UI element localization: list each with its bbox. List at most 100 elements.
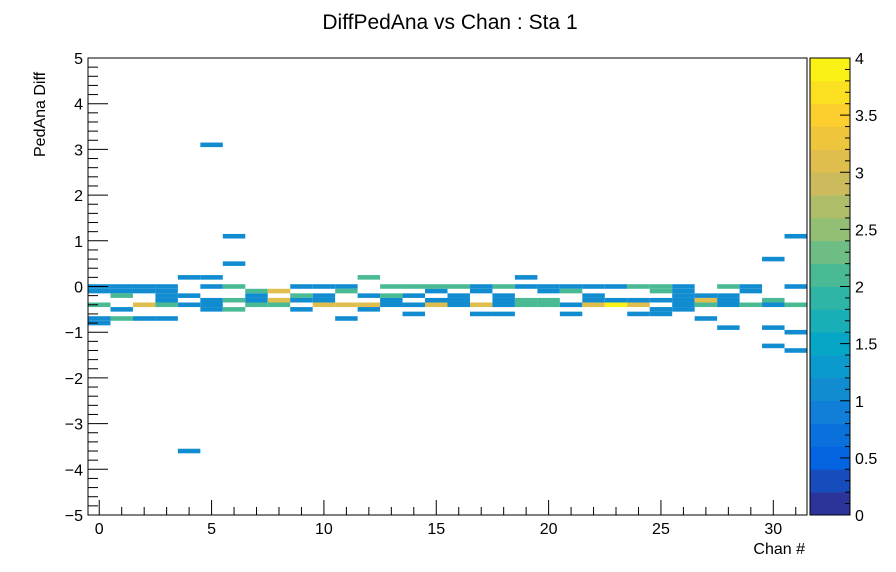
x-tick-label: 20 xyxy=(540,521,558,538)
y-tick-label: 3 xyxy=(74,142,83,159)
heatmap-cell xyxy=(357,293,381,298)
color-scale-band xyxy=(810,309,850,333)
heatmap-cell xyxy=(222,307,246,312)
heatmap-cell xyxy=(267,297,291,303)
color-scale-label: 2.5 xyxy=(855,222,877,239)
color-scale-label: 1 xyxy=(855,394,864,411)
heatmap-cell xyxy=(222,284,246,289)
heatmap-cell xyxy=(559,302,583,308)
heatmap-cell xyxy=(88,288,111,294)
heatmap-cell xyxy=(132,302,156,308)
heatmap-cell xyxy=(312,284,336,289)
color-scale-band xyxy=(810,58,850,82)
heatmap-cell xyxy=(627,297,650,303)
heatmap-cell xyxy=(132,284,156,289)
heatmap-cell xyxy=(559,311,583,317)
heatmap-cell xyxy=(155,284,178,289)
heatmap-cell xyxy=(425,284,448,289)
heatmap-cell xyxy=(357,302,381,308)
color-scale-band xyxy=(810,332,850,356)
heatmap-cell xyxy=(492,297,515,303)
color-scale-label: 4 xyxy=(855,51,864,68)
heatmap-cell xyxy=(222,297,246,303)
heatmap-cell xyxy=(492,284,515,289)
heatmap-cell xyxy=(492,293,515,298)
y-tick-label: −1 xyxy=(65,325,83,342)
heatmap-cell xyxy=(672,307,695,312)
heatmap-cell xyxy=(537,302,560,308)
heatmap-cell xyxy=(88,320,111,326)
color-scale-band xyxy=(810,469,850,493)
heatmap-cell xyxy=(312,302,336,308)
color-scale-band xyxy=(810,172,850,196)
heatmap-cell xyxy=(110,293,133,298)
color-scale-band xyxy=(810,80,850,104)
y-axis-label: PedAna Diff xyxy=(32,71,49,157)
heatmap-cell xyxy=(604,297,628,303)
heatmap-cell xyxy=(469,288,493,294)
heatmap-cell xyxy=(402,284,426,289)
heatmap-cell xyxy=(582,297,605,303)
heatmap-cell xyxy=(514,297,538,303)
heatmap-cell xyxy=(784,302,807,308)
heatmap-cell xyxy=(110,288,133,294)
heatmap-cell xyxy=(312,297,336,303)
heatmap-cell xyxy=(514,284,538,289)
chart-title: DiffPedAna vs Chan : Sta 1 xyxy=(322,11,577,34)
heatmap-cell xyxy=(290,284,313,289)
heatmap-cell xyxy=(762,325,785,330)
heatmap-cell xyxy=(762,343,785,349)
color-scale-label: 0.5 xyxy=(855,451,877,468)
heatmap-cell xyxy=(200,275,223,280)
heatmap-cell xyxy=(155,302,178,308)
heatmap-cell xyxy=(88,302,111,308)
heatmap-cell xyxy=(492,311,515,317)
heatmap-cell xyxy=(290,297,313,303)
x-tick-label: 5 xyxy=(207,521,216,538)
color-scale-band xyxy=(810,126,850,150)
heatmap-cell xyxy=(469,311,493,317)
heatmap-cell xyxy=(245,297,268,303)
color-scale-band xyxy=(810,149,850,173)
heatmap-cell xyxy=(357,307,381,312)
y-tick-label: −4 xyxy=(65,462,83,479)
heatmap-cell xyxy=(155,288,178,294)
y-tick-label: 4 xyxy=(74,97,83,114)
heatmap-cell xyxy=(222,233,246,239)
heatmap-cell xyxy=(155,316,178,321)
heatmap-cell xyxy=(514,302,538,308)
heatmap-cell xyxy=(155,293,178,298)
heatmap-cell xyxy=(312,293,336,298)
heatmap-cell xyxy=(537,288,560,294)
heatmap-cell xyxy=(694,316,718,321)
heatmap-cell xyxy=(425,288,448,294)
heatmap-cell xyxy=(177,293,201,298)
heatmap-cell xyxy=(200,142,223,148)
heatmap-cell xyxy=(200,307,223,312)
heatmap-cell xyxy=(245,302,268,308)
heatmap-cell xyxy=(604,284,628,289)
y-tick-label: 0 xyxy=(74,280,83,297)
heatmap-cell xyxy=(469,284,493,289)
heatmap-cell xyxy=(537,284,560,289)
heatmap-cell xyxy=(649,288,673,294)
heatmap-cell xyxy=(672,297,695,303)
heatmap-cell xyxy=(649,297,673,303)
heatmap-cell xyxy=(784,284,807,289)
heatmap-cell xyxy=(672,284,695,289)
heatmap-cell xyxy=(290,307,313,312)
heatmap-cell xyxy=(739,302,763,308)
heatmap-cell xyxy=(335,288,358,294)
heatmap-cell xyxy=(402,293,426,298)
heatmap-cell xyxy=(627,284,650,289)
heatmap-cell xyxy=(649,284,673,289)
heatmap-cell xyxy=(739,284,763,289)
heatmap-cell xyxy=(627,302,650,308)
heatmap-cell xyxy=(177,448,201,454)
heatmap-cell xyxy=(672,288,695,294)
heatmap-cell xyxy=(335,302,358,308)
y-tick-label: 5 xyxy=(74,51,83,68)
heatmap-cell xyxy=(132,288,156,294)
color-scale-label: 3 xyxy=(855,165,864,182)
color-scale-band xyxy=(810,263,850,287)
